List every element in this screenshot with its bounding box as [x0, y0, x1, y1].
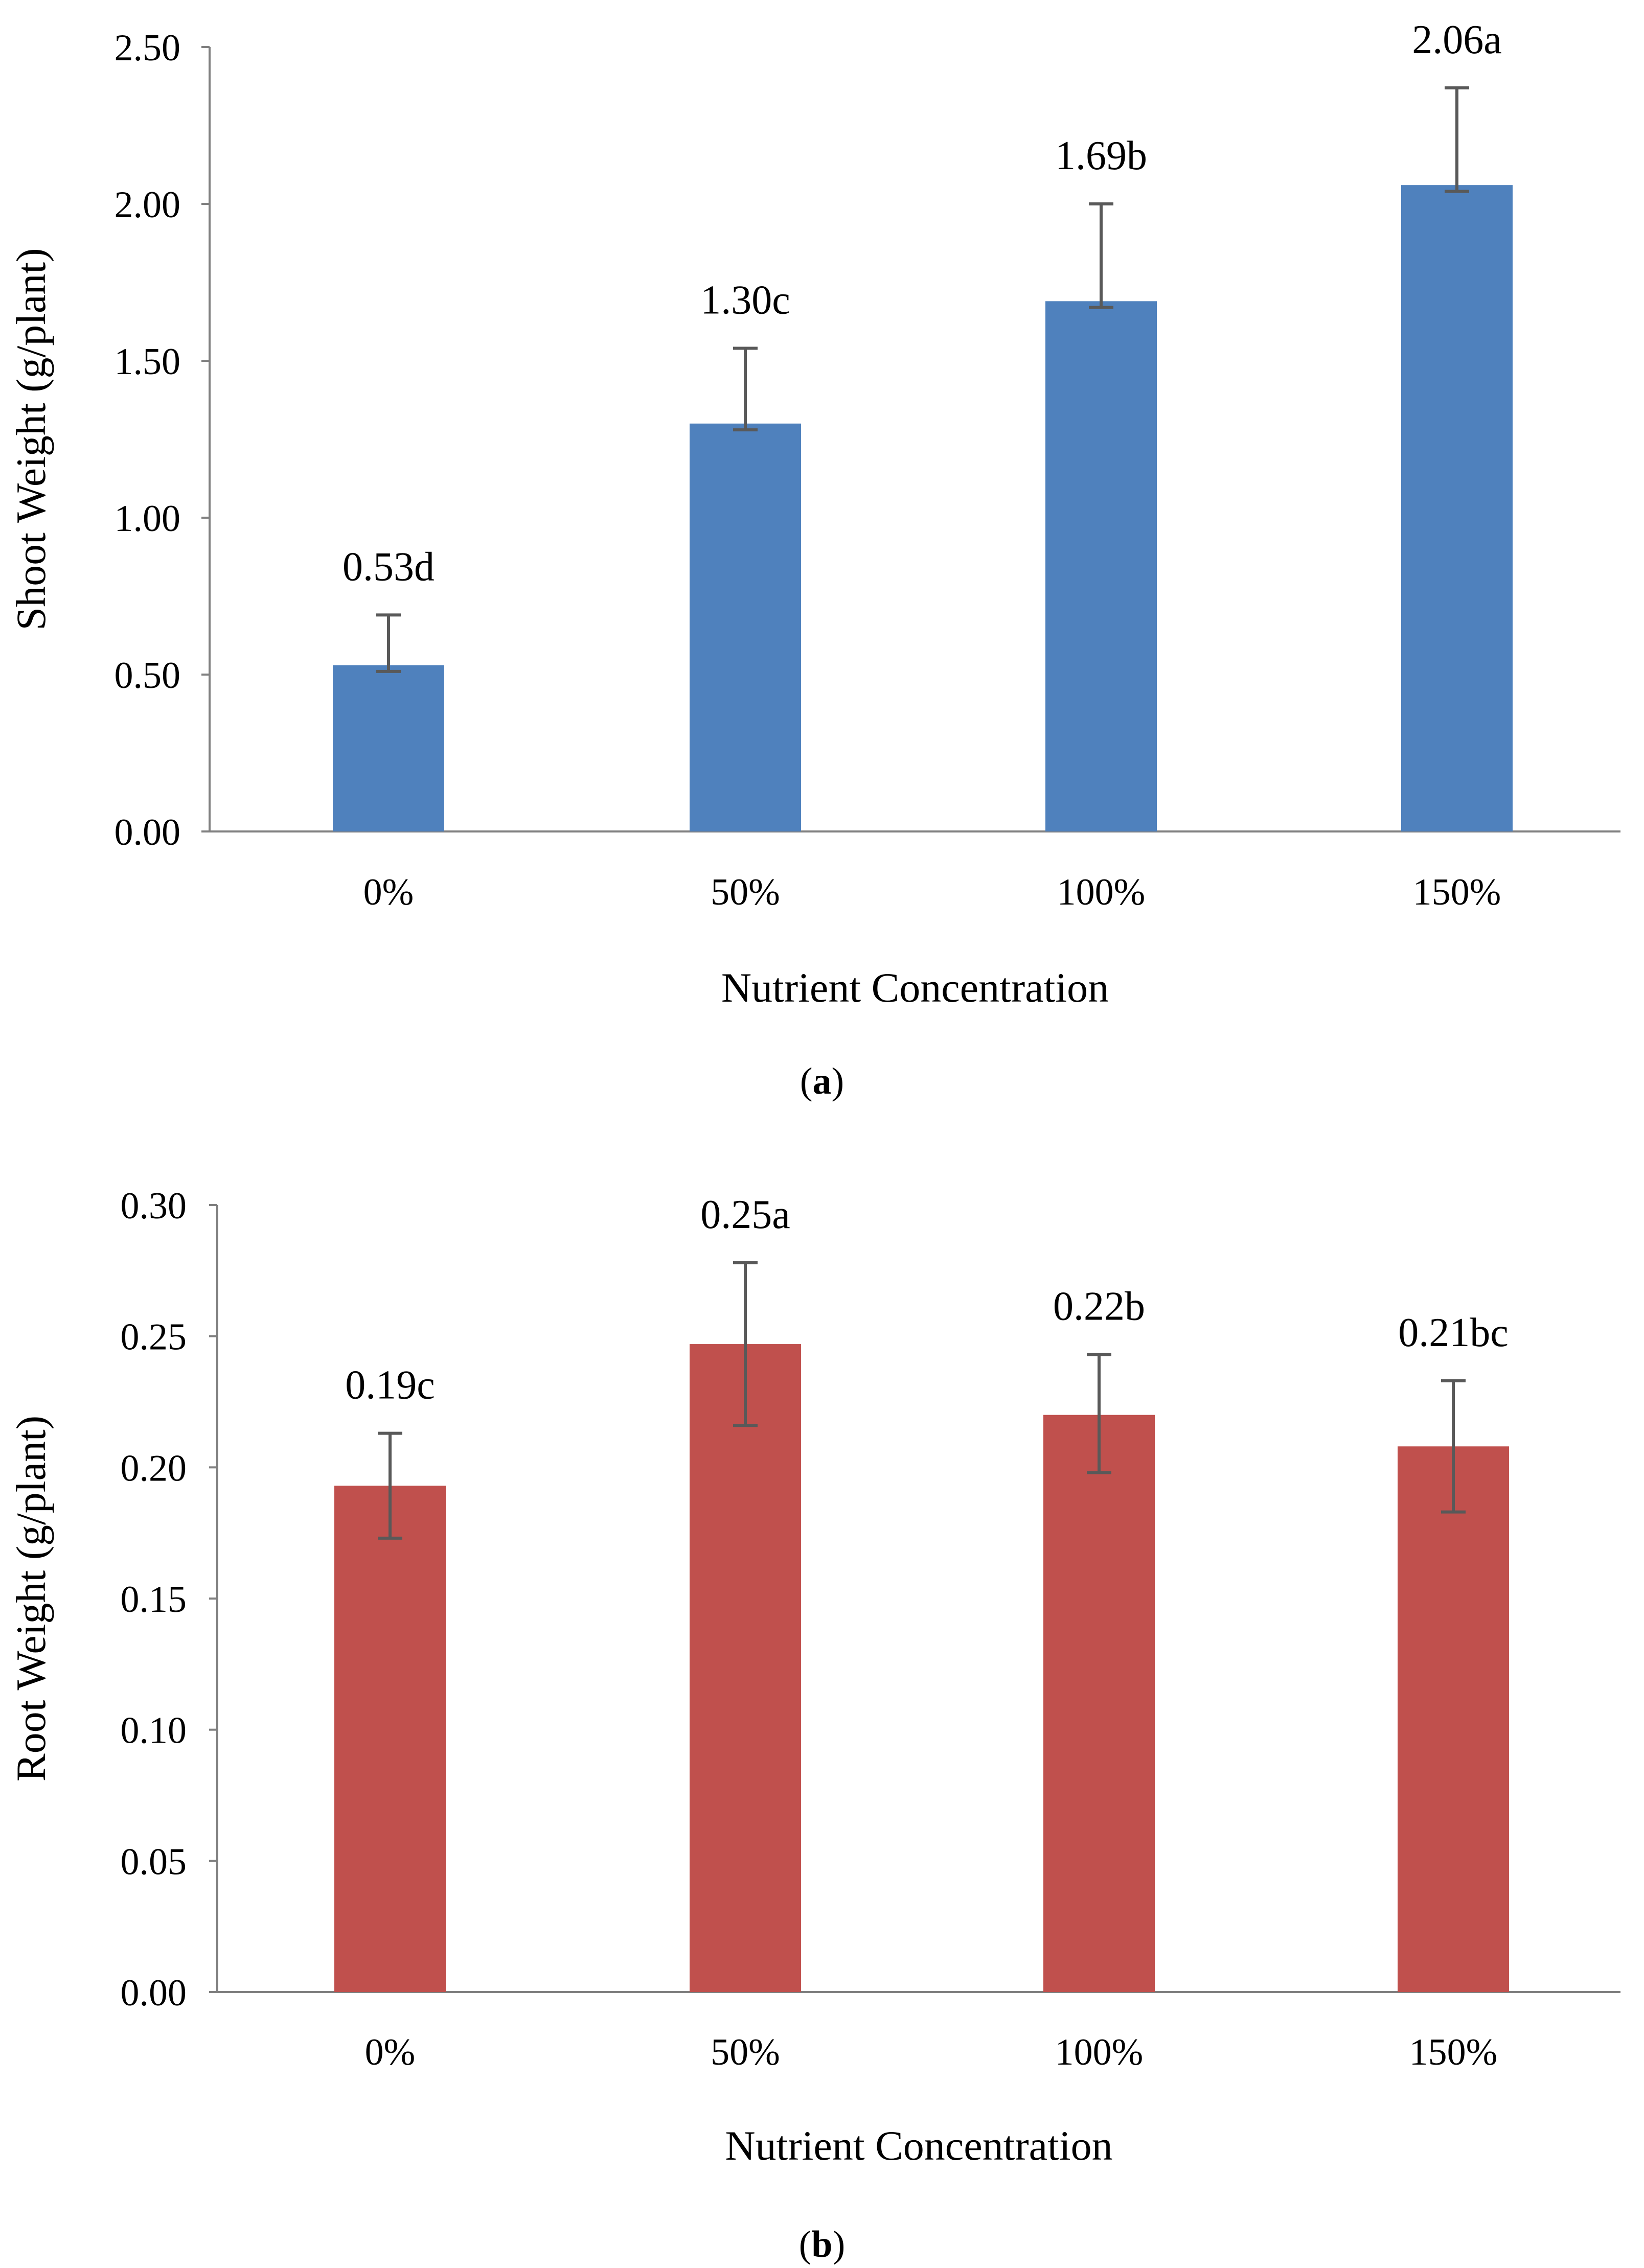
chart-b-bar [334, 1486, 446, 1992]
chart-a-bar [690, 423, 801, 831]
chart-b-panel-label: (b) [799, 2224, 845, 2265]
chart-b-y-tick-label: 0.25 [121, 1316, 187, 1358]
chart-b-x-axis-title: Nutrient Concentration [725, 2122, 1112, 2169]
chart-b-y-tick-label: 0.10 [121, 1710, 187, 1752]
chart-b-y-tick-label: 0.05 [121, 1841, 187, 1883]
chart-a-y-axis-title: Shoot Weight (g/plant) [8, 248, 54, 630]
chart-b-data-label: 0.22b [1053, 1284, 1145, 1329]
chart-b-y-tick-label: 0.30 [121, 1185, 187, 1227]
chart-a-data-label: 1.30c [700, 277, 790, 322]
chart-a-bar [333, 665, 444, 831]
chart-b-error-bar [733, 1261, 758, 1427]
chart-a-error-bar [1445, 86, 1469, 193]
chart-b-data-label: 0.19c [345, 1363, 435, 1408]
chart-b-y-axis-title: Root Weight (g/plant) [8, 1416, 54, 1781]
chart-a-x-axis-title: Nutrient Concentration [721, 964, 1109, 1011]
chart-a-x-tick-label: 150% [1413, 871, 1501, 913]
chart-a-error-bar [733, 346, 758, 432]
chart-b-error-bar [1441, 1379, 1466, 1514]
chart-a-y-tick-label: 0.00 [115, 812, 181, 853]
chart-a-data-label: 2.06a [1412, 17, 1502, 62]
chart-a-x-tick-label: 100% [1057, 871, 1146, 913]
chart-a-y-tick-label: 1.50 [115, 341, 181, 383]
chart-a: 0.00 0.50 1.00 1.50 2.00 2.50 0.53d 0% 1.30c 50% 1… [8, 17, 1620, 1102]
chart-a-bar [1045, 301, 1157, 831]
chart-a-y-tick-label: 1.00 [115, 498, 181, 540]
chart-b-error-bar [1087, 1353, 1111, 1474]
chart-a-data-label: 1.69b [1055, 133, 1147, 178]
chart-a-y-tick-label: 2.50 [115, 27, 181, 69]
chart-b-data-label: 0.25a [700, 1192, 790, 1237]
chart-b-x-tick-label: 100% [1055, 2031, 1144, 2073]
chart-b-x-tick-label: 50% [711, 2031, 780, 2073]
chart-b-error-bar [378, 1431, 402, 1540]
chart-a-panel-label: (a) [800, 1060, 844, 1102]
chart-b-bar [1398, 1446, 1509, 1992]
chart-b-x-tick-label: 0% [365, 2031, 416, 2073]
chart-a-bar [1401, 185, 1513, 831]
chart-b-y-tick-label: 0.20 [121, 1447, 187, 1489]
chart-b-x-tick-label: 150% [1409, 2031, 1498, 2073]
chart-a-data-label: 0.53d [342, 544, 435, 589]
chart-a-error-bar [1089, 202, 1113, 309]
chart-a-error-bar [376, 613, 401, 673]
chart-b-data-label: 0.21bc [1398, 1310, 1509, 1355]
chart-a-x-tick-label: 0% [363, 871, 414, 913]
chart-b-y-tick-label: 0.15 [121, 1579, 187, 1621]
chart-a-x-tick-label: 50% [711, 871, 780, 913]
chart-b-y-tick-label: 0.00 [121, 1972, 187, 2014]
chart-b-bar [1043, 1415, 1155, 1992]
chart-b: 0.00 0.05 0.10 0.15 0.20 0.25 0.30 0.19c 0% 0.25a… [8, 1185, 1620, 2265]
chart-b-bar [690, 1344, 801, 1992]
chart-a-y-tick-label: 0.50 [115, 655, 181, 697]
chart-a-y-tick-label: 2.00 [115, 184, 181, 226]
